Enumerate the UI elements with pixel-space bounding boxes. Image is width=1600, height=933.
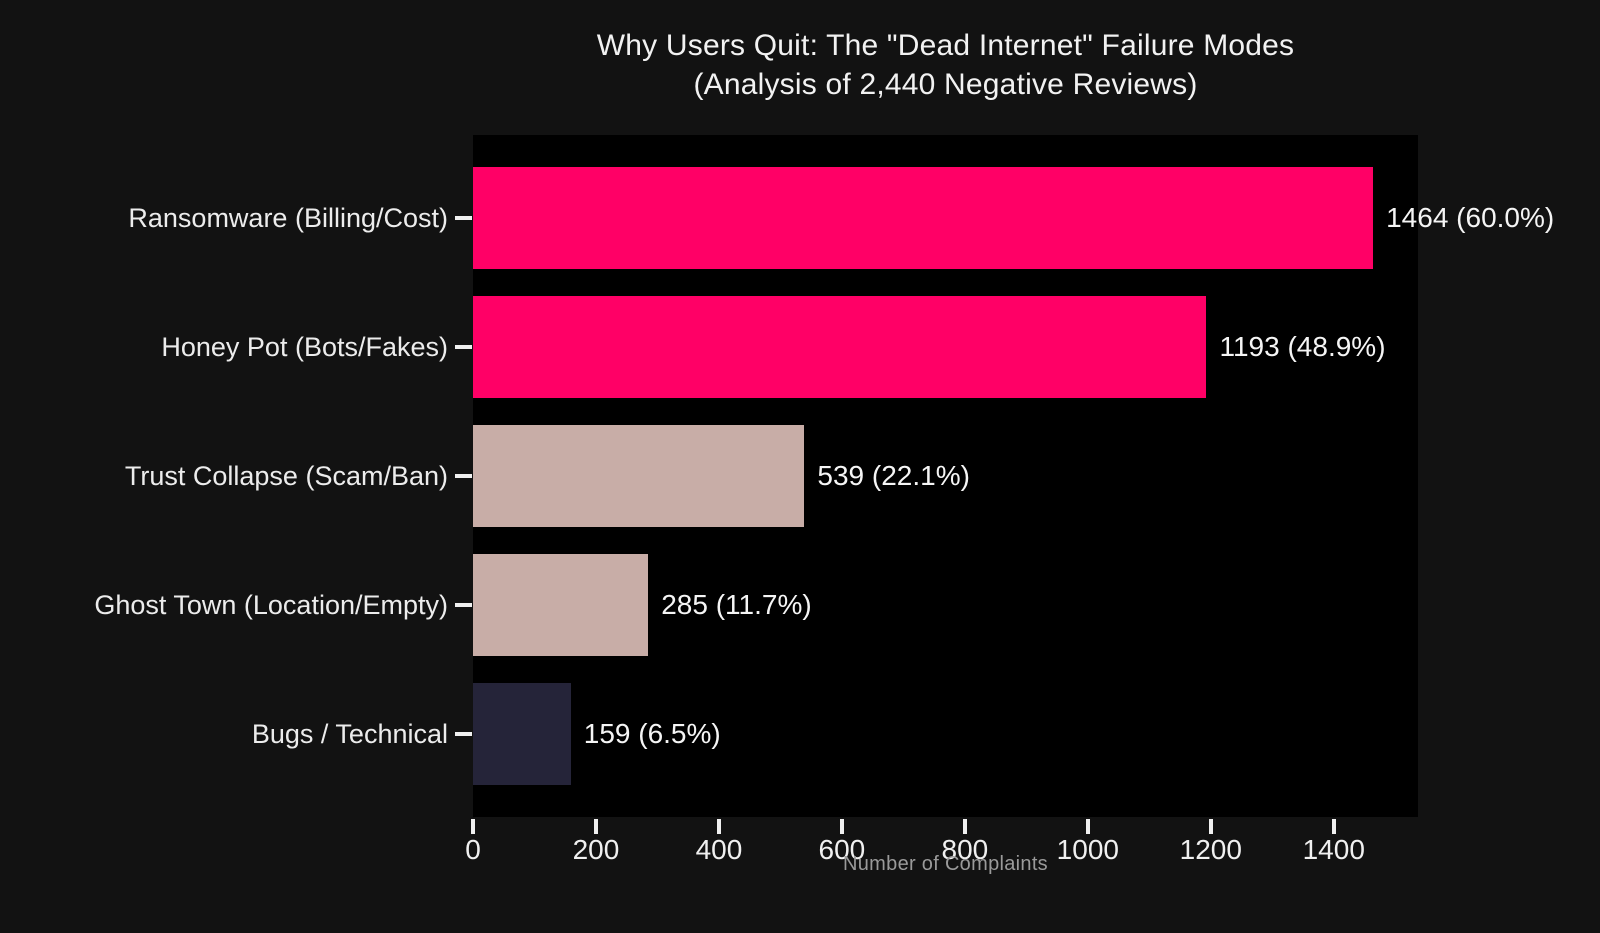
x-tick-mark bbox=[716, 819, 721, 834]
category-label: Trust Collapse (Scam/Ban) bbox=[124, 461, 448, 491]
y-tick-mark bbox=[455, 216, 472, 220]
bar-value-label: 159 (6.5%) bbox=[583, 718, 721, 749]
bar-2 bbox=[473, 296, 1207, 398]
plot-area: 1464 (60.0%) 1193 (48.9%) 539 (22.1%) 285 (… bbox=[473, 135, 1554, 817]
bar-value-label: 285 (11.7%) bbox=[661, 589, 812, 620]
y-tick-mark bbox=[455, 345, 472, 349]
chart-title-line2: (Analysis of 2,440 Negative Reviews) bbox=[693, 68, 1198, 101]
bar-value-label: 1464 (60.0%) bbox=[1386, 202, 1555, 233]
category-label: Ghost Town (Location/Empty) bbox=[94, 590, 448, 620]
category-label: Honey Pot (Bots/Fakes) bbox=[161, 332, 448, 362]
y-tick-mark bbox=[455, 732, 472, 736]
bar-5 bbox=[473, 683, 571, 785]
chart-title-line1: Why Users Quit: The "Dead Internet" Fail… bbox=[596, 29, 1295, 62]
x-tick-label: 0 bbox=[465, 834, 481, 865]
x-tick-mark bbox=[962, 819, 967, 834]
x-axis-label: Number of Complaints bbox=[843, 853, 1048, 875]
bar-3 bbox=[473, 425, 805, 527]
x-tick-mark bbox=[593, 819, 598, 834]
x-tick-mark bbox=[839, 819, 844, 834]
bar-1 bbox=[473, 167, 1374, 269]
y-tick-mark bbox=[455, 603, 472, 607]
x-tick-label: 800 bbox=[941, 834, 989, 865]
category-label: Ransomware (Billing/Cost) bbox=[128, 203, 448, 233]
category-label: Bugs / Technical bbox=[251, 719, 448, 749]
x-tick-mark bbox=[1085, 819, 1090, 834]
x-tick-mark bbox=[471, 819, 475, 834]
x-tick-label: 1400 bbox=[1302, 834, 1365, 865]
bar-4 bbox=[473, 554, 649, 656]
bar-value-label: 1193 (48.9%) bbox=[1219, 331, 1386, 362]
chart-title: Why Users Quit: The "Dead Internet" Fail… bbox=[473, 26, 1418, 104]
x-tick-label: 1000 bbox=[1056, 834, 1119, 865]
y-tick-mark bbox=[455, 474, 472, 478]
bar-value-label: 539 (22.1%) bbox=[817, 460, 970, 491]
x-tick-label: 1200 bbox=[1179, 834, 1242, 865]
x-tick-mark bbox=[1331, 819, 1336, 834]
x-tick-label: 200 bbox=[572, 834, 620, 865]
x-tick-label: 400 bbox=[695, 834, 743, 865]
x-tick-label: 600 bbox=[818, 834, 866, 865]
x-tick-mark bbox=[1208, 819, 1213, 834]
